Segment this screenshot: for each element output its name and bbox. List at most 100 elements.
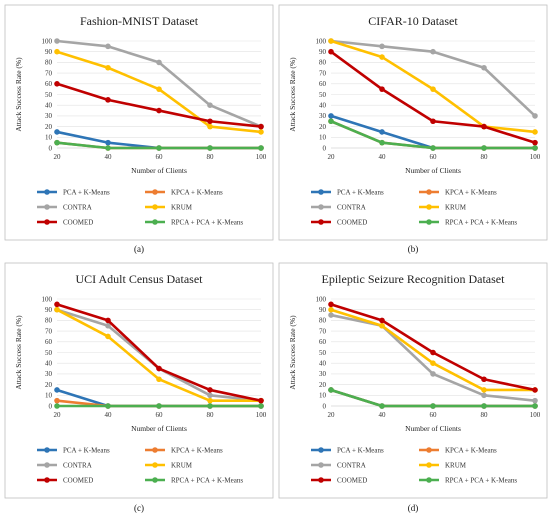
data-point [379,86,385,92]
series-rpca-pca-k-means [328,387,538,409]
data-point [430,403,436,409]
data-point [430,48,436,55]
data-point [207,392,213,399]
series-rpca-pca-k-means [54,403,264,409]
data-point [481,403,487,409]
chart-panel-4: Epileptic Seizure Recognition Dataset 0 10… [278,262,548,499]
legend-entry: KPCA + K-Means [419,189,497,197]
y-axis-label: Attack Success Rate (%) [14,315,23,390]
data-point [481,64,487,71]
y-tick-label: 30 [319,370,327,378]
legend-label: KPCA + K-Means [445,447,497,455]
legend-swatch-marker [152,219,158,225]
legend-label: CONTRA [337,462,366,470]
y-tick-label: 50 [45,349,53,357]
data-point [156,365,162,372]
legend-label: RPCA + PCA + K-Means [445,219,517,227]
y-tick-label: 100 [42,37,53,45]
data-point [156,59,162,66]
legend-label: KRUM [445,204,467,212]
y-tick-label: 0 [323,144,327,152]
y-axis-label: Attack Success Rate (%) [14,57,23,132]
data-point [207,387,213,393]
data-point [379,129,385,135]
legend-entry: KPCA + K-Means [145,447,223,455]
data-point [430,360,436,367]
legend-label: COOMED [337,219,367,227]
legend-entry: PCA + K-Means [37,189,110,197]
y-tick-label: 10 [319,134,327,142]
y-tick-label: 90 [45,48,53,56]
data-point [328,118,334,125]
data-point [430,118,436,125]
y-tick-label: 10 [45,134,53,142]
legend-swatch-marker [152,204,158,210]
data-point [328,48,334,55]
data-point [532,139,538,146]
chart-title: Fashion-MNIST Dataset [80,14,199,28]
data-point [532,145,538,151]
x-tick-label: 60 [430,153,438,161]
legend-swatch-marker [426,462,432,468]
legend-entry: PCA + K-Means [37,447,110,455]
x-tick-label: 40 [379,411,387,419]
legend-swatch-marker [152,462,158,468]
y-tick-label: 0 [323,402,327,410]
y-axis-label: Attack Success Rate (%) [288,57,297,132]
data-point [54,129,60,135]
y-tick-label: 70 [319,69,327,77]
data-point [532,397,538,404]
data-point [328,312,334,318]
data-point [54,139,60,146]
legend-entry: COOMED [311,477,367,485]
y-tick-label: 80 [45,317,53,325]
data-point [105,64,111,71]
data-point [105,97,111,103]
data-point [207,118,213,125]
series-contra [328,38,538,119]
series-krum [328,38,538,135]
legend-label: COOMED [63,219,93,227]
panel-frame [4,262,274,499]
legend-swatch-marker [318,219,324,225]
legend-entry: RPCA + PCA + K-Means [145,219,243,227]
y-tick-label: 90 [45,306,53,314]
y-tick-label: 40 [45,360,53,368]
data-point [481,123,487,130]
y-tick-label: 40 [45,102,53,110]
y-tick-label: 90 [319,306,327,314]
data-point [105,43,111,50]
data-point [105,403,111,409]
legend-swatch-marker [44,447,50,453]
y-tick-label: 40 [319,360,327,368]
y-axis-label: Attack Success Rate (%) [288,315,297,390]
legend-label: CONTRA [63,462,92,470]
data-point [430,349,436,356]
data-point [328,113,334,119]
data-point [54,306,60,313]
y-tick-label: 60 [45,338,53,346]
series-coomed [328,48,538,146]
legend-swatch-marker [318,204,324,210]
y-tick-label: 70 [319,327,327,335]
y-tick-label: 60 [319,338,327,346]
data-point [105,139,111,146]
data-point [54,397,60,404]
y-tick-label: 70 [45,69,53,77]
y-tick-label: 100 [316,295,327,303]
legend-entry: KRUM [145,204,193,212]
data-point [54,387,60,393]
data-point [532,129,538,135]
data-point [532,403,538,409]
y-tick-label: 0 [49,144,53,152]
legend-entry: KRUM [419,204,467,212]
legend-swatch-marker [426,477,432,483]
chart-panel-3: UCI Adult Census Dataset 0 10 20 30 40 50 60 70 8… [4,262,274,499]
series-krum [54,48,264,135]
x-tick-label: 40 [379,153,387,161]
data-point [156,145,162,151]
data-point [328,387,334,393]
data-point [328,301,334,308]
y-tick-label: 80 [45,59,53,67]
y-tick-label: 30 [45,370,53,378]
